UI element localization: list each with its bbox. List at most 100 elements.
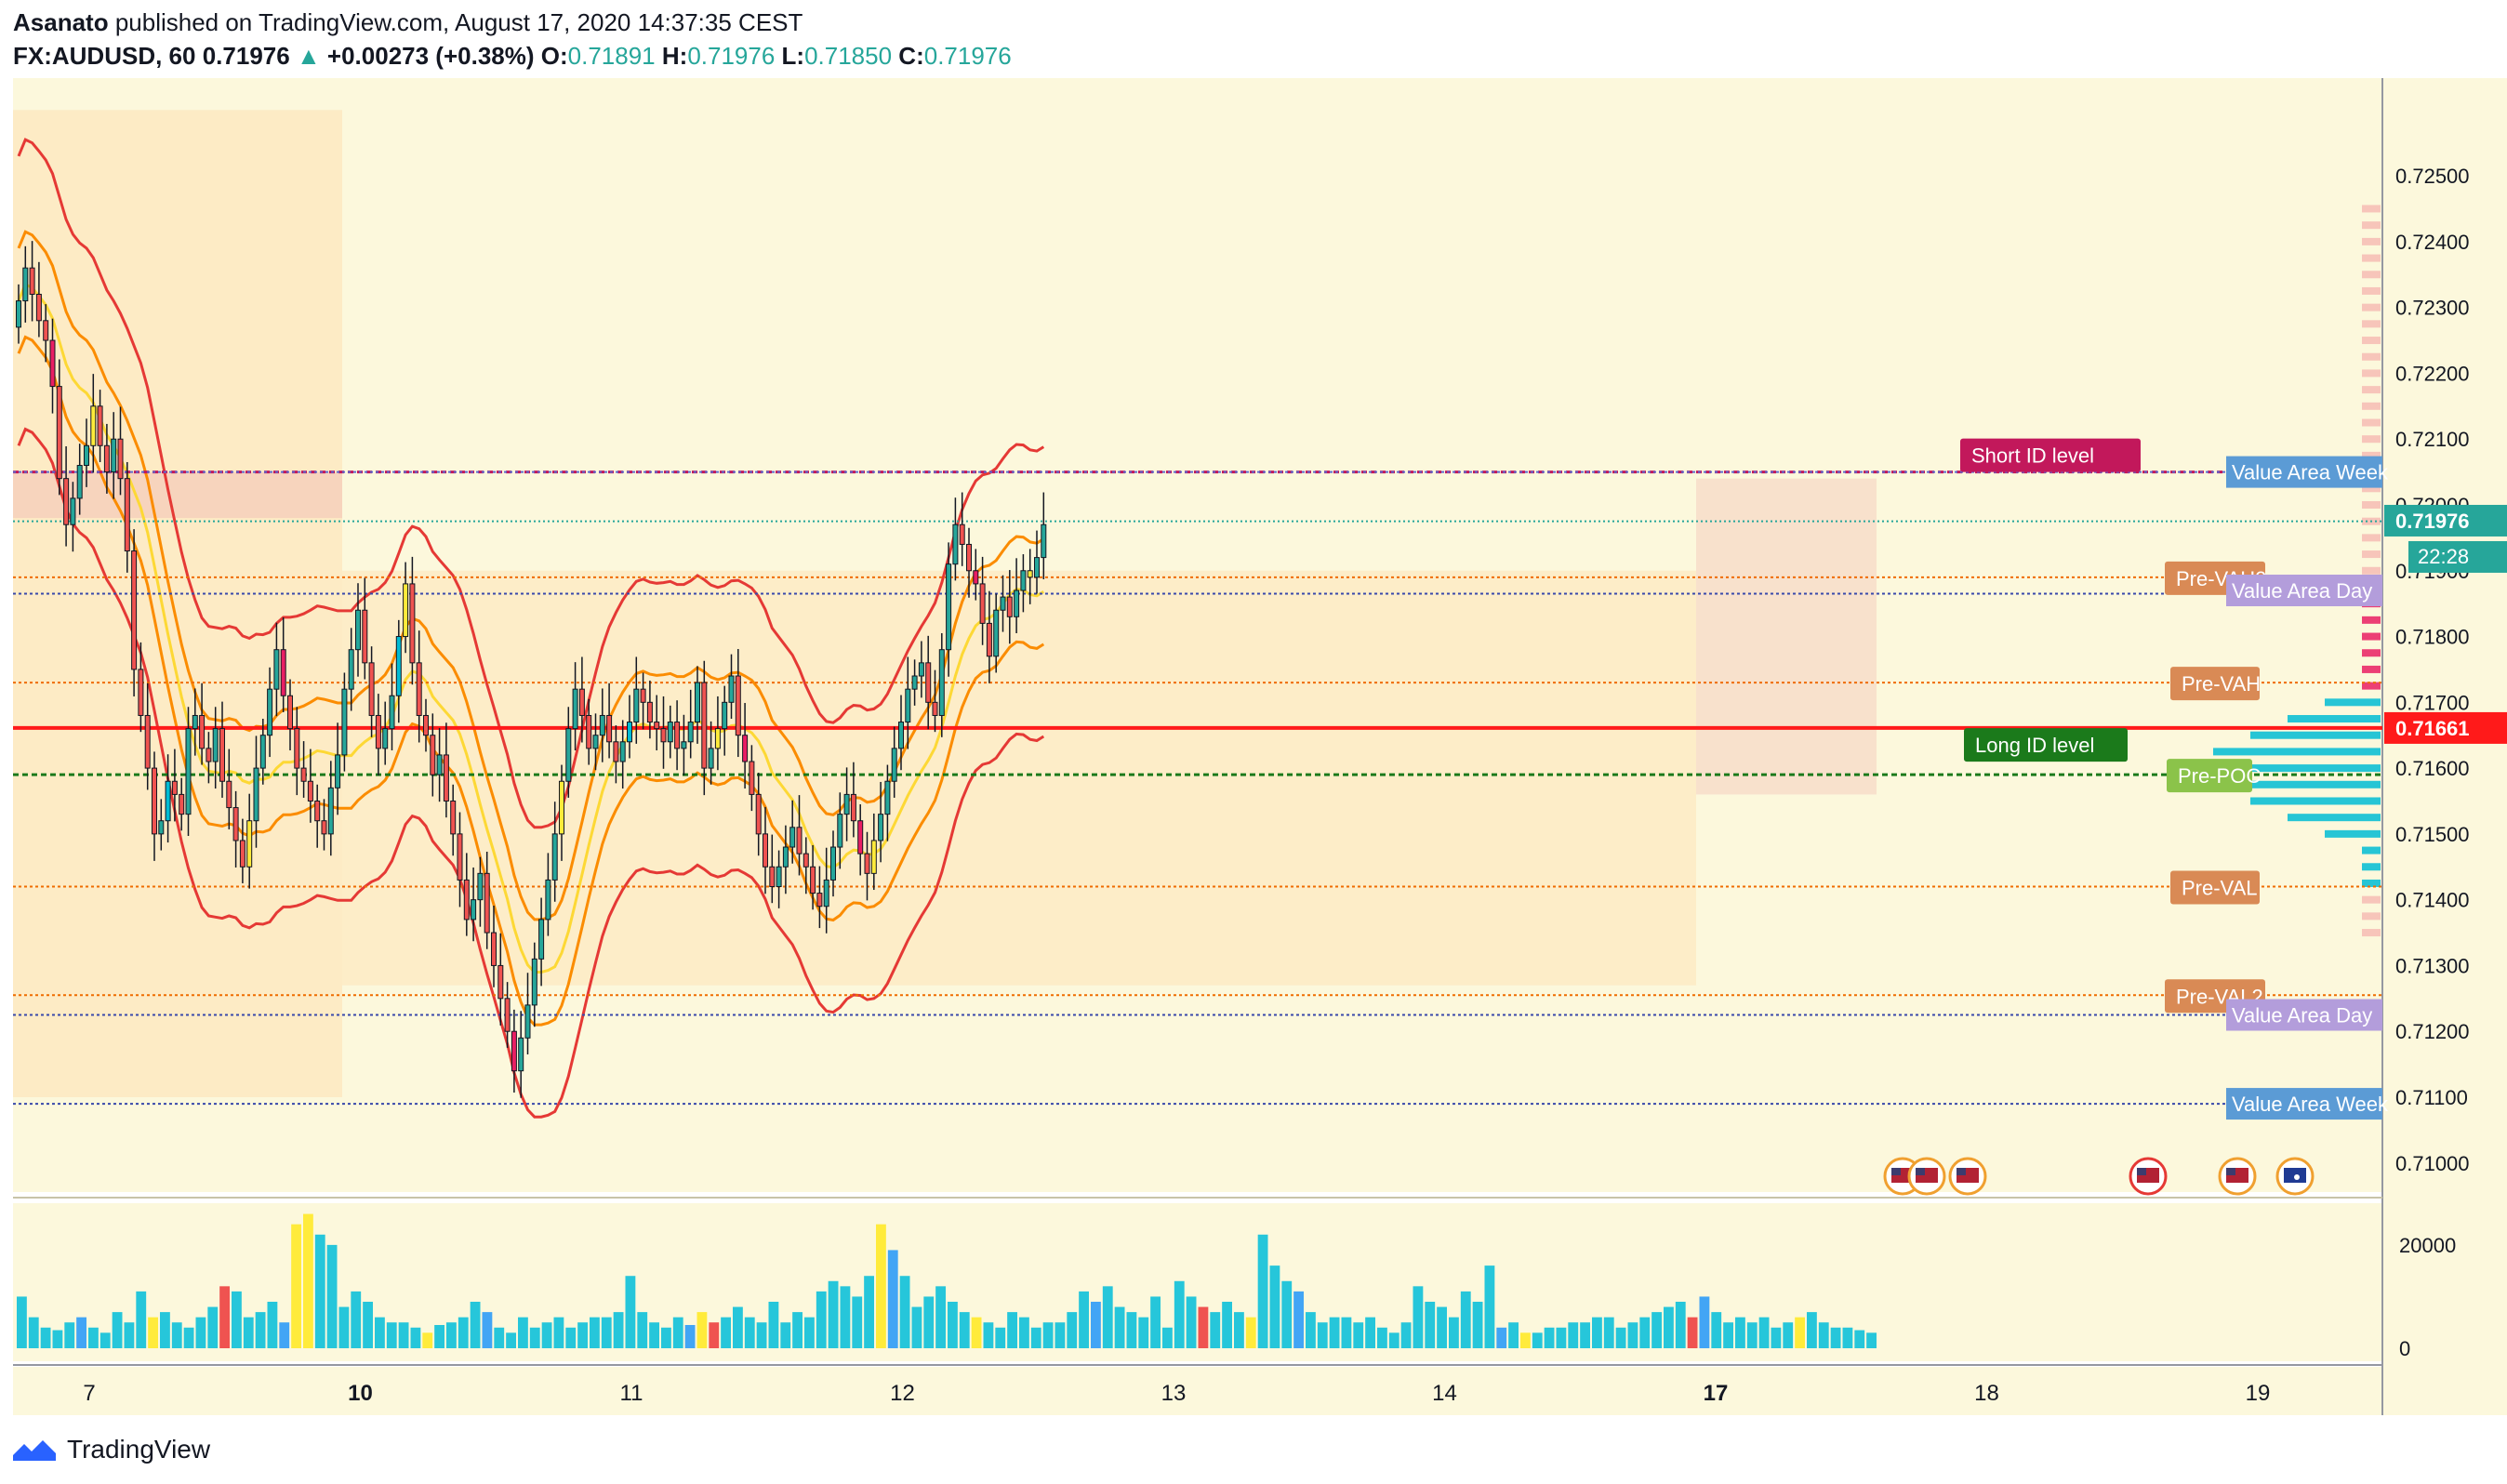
candle-body: [918, 662, 924, 677]
volume-bar: [1126, 1312, 1137, 1348]
candle-body: [986, 622, 992, 657]
volume-bar: [99, 1332, 111, 1348]
volume-profile-bar: [2362, 616, 2381, 624]
volume-bar: [1245, 1317, 1256, 1348]
open-label: O:: [540, 42, 568, 70]
flag-icon[interactable]: [1907, 1157, 1946, 1196]
volume-bar: [684, 1325, 696, 1348]
volume-bar: [971, 1317, 982, 1348]
volume-bar: [864, 1276, 874, 1348]
volume-profile-bar: [2362, 534, 2381, 542]
tradingview-logo-icon[interactable]: [11, 1437, 58, 1463]
volume-bar: [876, 1224, 886, 1348]
volume-bar: [494, 1327, 505, 1348]
price-axis[interactable]: 0.725000.724000.723000.722000.721000.720…: [2384, 165, 2507, 1175]
volume-bar: [768, 1302, 779, 1348]
flag-icon[interactable]: [1948, 1157, 1987, 1196]
candle-body: [586, 714, 592, 749]
candle-body: [823, 879, 829, 908]
candle-body: [776, 866, 782, 887]
candle-body: [90, 405, 97, 446]
economic-events[interactable]: [1883, 1157, 2315, 1196]
candle-body: [267, 688, 273, 736]
volume-bar: [959, 1312, 970, 1348]
volume-profile-bar: [2362, 254, 2381, 262]
candle-body: [843, 793, 850, 815]
candle-body: [559, 780, 564, 835]
level-tag-label: Pre-POC: [2178, 764, 2261, 788]
candle-body: [152, 767, 157, 835]
last-price: 0.71976: [202, 42, 290, 70]
volume-bar: [1186, 1296, 1197, 1348]
volume-bar: [709, 1322, 720, 1348]
candle-body: [518, 1037, 524, 1072]
volume-bar: [1102, 1286, 1113, 1348]
volume-bar: [410, 1327, 421, 1348]
time-tick-label: 13: [1161, 1381, 1187, 1406]
countdown-value: 22:28: [2418, 545, 2469, 568]
flag-icon[interactable]: [2218, 1157, 2257, 1196]
candle-body: [925, 662, 932, 703]
volume-bar: [1007, 1312, 1017, 1348]
brand-name[interactable]: TradingView: [67, 1435, 211, 1464]
candle-body: [463, 879, 470, 921]
volume-bar: [1484, 1265, 1495, 1348]
volume-bar: [756, 1322, 767, 1348]
candles-layer: [16, 241, 1047, 1098]
candle-body: [1014, 590, 1020, 617]
volume-bar: [386, 1322, 397, 1348]
volume-bar: [1758, 1317, 1770, 1348]
volume-profile-bar: [2362, 418, 2381, 427]
candle-body: [491, 932, 497, 966]
candle-body: [973, 570, 979, 585]
candle-body: [763, 833, 768, 868]
volume-bar: [446, 1322, 457, 1348]
volume-bar: [458, 1317, 469, 1348]
volume-bar: [1664, 1306, 1674, 1348]
volume-bar: [840, 1286, 851, 1348]
candle-body: [613, 741, 619, 762]
level-tag-label: Pre-VAL: [2182, 876, 2258, 899]
time-axis[interactable]: 7 10 11 12 13 14 17 18 19: [83, 1381, 2270, 1406]
symbol-label[interactable]: FX:AUDUSD, 60: [13, 42, 196, 70]
author-name[interactable]: Asanato: [13, 8, 109, 36]
candle-body: [674, 722, 681, 749]
volume-bar: [637, 1312, 648, 1348]
time-tick-label: 7: [83, 1381, 95, 1406]
volume-bar: [279, 1322, 290, 1348]
candle-body: [16, 300, 21, 328]
volume-bar: [1675, 1302, 1686, 1348]
candle-body: [1006, 596, 1013, 617]
value-area-tag: [2226, 999, 2382, 1031]
candle-body: [959, 523, 965, 545]
candle-body: [640, 688, 646, 703]
time-axis-bg: [13, 1367, 2382, 1415]
volume-bar: [28, 1317, 39, 1348]
volume-bar: [1222, 1302, 1232, 1348]
volume-bar: [124, 1322, 135, 1348]
volume-bar: [1771, 1327, 1782, 1348]
volume-tick-label: 0: [2399, 1337, 2410, 1360]
price-tick-label: 0.72400: [2395, 231, 2470, 254]
volume-profile-bar: [2288, 814, 2381, 822]
candle-body: [484, 872, 490, 934]
candle-body: [443, 754, 449, 802]
candle-body: [993, 609, 1000, 657]
volume-bar: [983, 1322, 994, 1348]
candle-body: [179, 793, 185, 815]
volume-bar: [1723, 1322, 1733, 1348]
volume-bar: [470, 1302, 481, 1348]
volume-bar: [1687, 1317, 1698, 1348]
volume-bar: [792, 1312, 803, 1348]
volume-bar: [422, 1332, 433, 1348]
volume-bar: [1735, 1317, 1745, 1348]
volume-profile-bar: [2250, 731, 2381, 739]
publish-line: Asanato published on TradingView.com, Au…: [13, 6, 1012, 39]
volume-profile-bar: [2325, 829, 2381, 838]
price-axis-bg: [2382, 78, 2507, 1415]
candle-body: [124, 478, 130, 552]
flag-icon[interactable]: [2129, 1157, 2168, 1196]
flag-icon[interactable]: [2275, 1157, 2315, 1196]
volume-bar: [1711, 1312, 1722, 1348]
